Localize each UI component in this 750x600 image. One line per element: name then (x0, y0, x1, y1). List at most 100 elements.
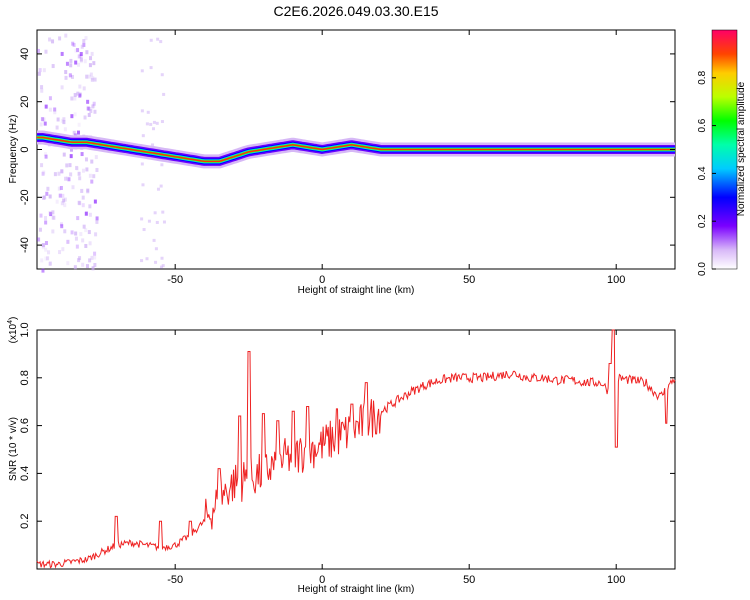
noise-cell (82, 203, 85, 207)
noise-cell (74, 61, 77, 65)
y-tick-label: -40 (19, 237, 31, 253)
noise-cell (86, 264, 89, 268)
y-tick-label: 0.6 (19, 418, 31, 433)
noise-cell (64, 198, 67, 202)
noise-cell (38, 72, 41, 76)
noise-cell (92, 266, 95, 270)
noise-cell (78, 172, 81, 176)
noise-cell (44, 216, 47, 220)
noise-cell (42, 171, 45, 175)
y-tick-label: 1.0 (19, 322, 31, 337)
noise-cell (92, 61, 95, 65)
noise-cell (87, 107, 90, 111)
noise-cell (51, 229, 54, 233)
colorbar-gradient (712, 30, 737, 269)
noise-cell (90, 160, 93, 164)
noise-cell (69, 59, 72, 63)
noise-cell (49, 195, 52, 199)
noise-cell (56, 126, 59, 130)
noise-cell (156, 38, 159, 41)
noise-cell (58, 36, 61, 40)
noise-cell (89, 56, 92, 60)
noise-cell (84, 59, 87, 63)
noise-cell (82, 169, 85, 173)
noise-cell (49, 261, 52, 265)
noise-cell (66, 62, 69, 66)
noise-cell (40, 214, 43, 218)
noise-cell (61, 52, 64, 56)
colorbar-tick-label: 0.8 (697, 70, 708, 84)
noise-cell (65, 163, 68, 167)
noise-cell (89, 213, 92, 217)
noise-cell (76, 245, 79, 249)
noise-cell (40, 258, 43, 262)
noise-cell (84, 115, 87, 119)
noise-cell (140, 259, 143, 262)
noise-cell (80, 189, 83, 193)
noise-cell (46, 187, 49, 191)
noise-cell (162, 264, 165, 267)
noise-cell (94, 232, 97, 236)
noise-cell (58, 250, 61, 254)
noise-cell (49, 96, 52, 100)
noise-cell (70, 114, 73, 118)
x-tick-label: -50 (167, 274, 183, 286)
noise-cell (147, 111, 150, 114)
noise-cell (93, 256, 96, 260)
noise-cell (43, 68, 46, 72)
snr-panel: -50 0 50 100 0.20.40.60.81.0 (x104) Height … (7, 317, 675, 595)
y-tick-label: 0.4 (19, 466, 31, 481)
noise-cell (60, 222, 63, 226)
y-tick-label: 0.8 (19, 370, 31, 385)
y-tick-label: 0 (19, 146, 31, 152)
noise-cell (69, 163, 72, 167)
noise-cell (74, 265, 77, 269)
noise-cell (64, 127, 67, 131)
noise-cell (44, 221, 47, 225)
noise-cell (60, 186, 63, 190)
noise-cell (45, 105, 48, 109)
noise-cell (84, 244, 87, 248)
noise-cell (157, 188, 160, 191)
noise-cell (72, 185, 75, 189)
noise-cell (88, 230, 91, 234)
noise-cell (71, 230, 74, 234)
noise-cell (86, 100, 89, 104)
noise-cell (150, 39, 153, 42)
noise-cell (57, 172, 60, 176)
figure-title: C2E6.2026.049.03.30.E15 (273, 3, 438, 19)
noise-cell (47, 250, 50, 254)
noise-cell (53, 110, 56, 114)
y-tick-label: 40 (19, 48, 31, 60)
noise-cell (161, 211, 164, 214)
noise-cell (45, 241, 48, 245)
colorbar-tick-label: 0.4 (697, 166, 708, 180)
noise-cell (93, 110, 96, 114)
noise-cell (161, 257, 164, 260)
noise-cell (63, 153, 66, 157)
noise-cell (161, 120, 164, 123)
noise-cell (140, 217, 143, 220)
noise-cell (52, 64, 55, 68)
noise-cell (89, 63, 92, 67)
noise-cell (92, 104, 95, 108)
noise-cell (60, 169, 63, 173)
noise-cell (85, 75, 88, 79)
noise-cell (89, 109, 92, 113)
noise-cell (41, 117, 44, 121)
noise-cell (49, 108, 52, 112)
noise-cell (69, 73, 72, 77)
noise-cell (160, 163, 163, 166)
noise-cell (74, 49, 77, 53)
y-tick-label: 20 (19, 96, 31, 108)
noise-cell (77, 258, 80, 262)
noise-cell (42, 196, 45, 200)
noise-cell (78, 123, 81, 127)
noise-cell (63, 229, 66, 233)
x-tick-label: -50 (167, 574, 183, 586)
noise-cell (39, 68, 42, 72)
noise-cell (94, 78, 97, 82)
noise-cell (37, 237, 40, 241)
snr-scale-label: (x104) (7, 317, 19, 344)
noise-cell (69, 172, 72, 176)
